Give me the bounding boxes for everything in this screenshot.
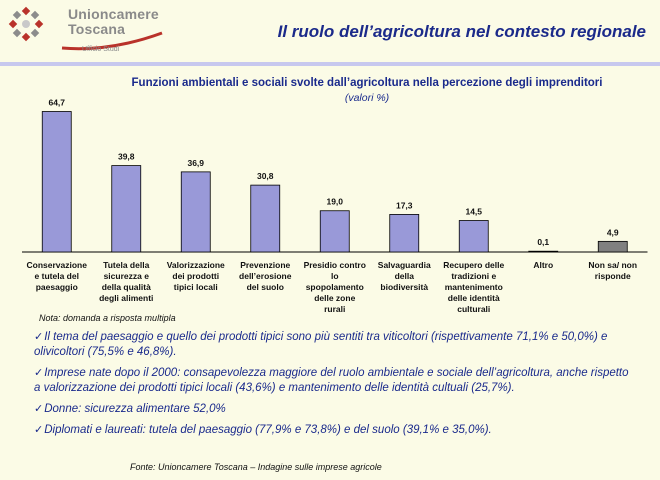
category-label-line: spopolamento: [305, 282, 364, 292]
category-label: Salvaguardia della biodiversità: [366, 260, 442, 293]
data-label: 19,0: [326, 197, 343, 207]
bullet-item: ✓Il tema del paesaggio e quello dei prod…: [34, 330, 634, 360]
data-label: 17,3: [396, 200, 413, 210]
brand-name: Unioncamere Toscana: [68, 7, 159, 37]
data-label: 30,8: [257, 171, 274, 181]
category-label-line: Prevenzione: [240, 260, 291, 270]
category-label-line: della: [394, 271, 414, 281]
bullet-text: Diplomati e laureati: tutela del paesagg…: [44, 424, 492, 436]
unioncamere-logo-icon: [8, 6, 44, 42]
category-label: Recupero delle tradizioni e mantenimento de…: [436, 260, 512, 315]
chart-note: Nota: domanda a risposta multipla: [39, 313, 176, 323]
category-label: Conservazione e tutela del paesaggio: [19, 260, 95, 293]
category-label-line: Altro: [533, 260, 554, 270]
category-label-line: biodiversità: [380, 282, 429, 292]
brand-line-2: Toscana: [68, 21, 126, 37]
category-label-line: tipici locali: [173, 282, 218, 292]
category-label-line: della qualità: [101, 282, 151, 292]
category-label: Presidio contro lo spopolamento delle zone r…: [297, 260, 373, 315]
bullet-item: ✓Donne: sicurezza alimentare 52,0%: [34, 402, 634, 417]
category-label-line: Presidio contro: [303, 260, 366, 270]
title-divider: [0, 62, 660, 66]
check-icon: ✓: [34, 403, 44, 415]
check-icon: ✓: [34, 424, 44, 436]
category-label: Altro: [505, 260, 581, 271]
bar: [41, 111, 72, 253]
bar: [389, 214, 420, 253]
category-label-line: e tutela del: [34, 271, 79, 281]
bar: [180, 171, 211, 253]
bullet-text: Imprese nate dopo il 2000: consapevolezz…: [34, 367, 629, 394]
source-note: Fonte: Unioncamere Toscana – Indagine su…: [130, 462, 382, 472]
check-icon: ✓: [34, 367, 44, 379]
category-label-line: Valorizzazione: [166, 260, 225, 270]
bullet-text: Il tema del paesaggio e quello dei prodo…: [34, 331, 608, 358]
category-label-line: risponde: [594, 271, 631, 281]
bullet-list: ✓Il tema del paesaggio e quello dei prod…: [34, 330, 634, 444]
category-label-line: paesaggio: [35, 282, 78, 292]
bar-chart: 64,7 39,8 36,9 30,8 19,0 17,3 14,5 0,1 4,9: [22, 98, 648, 253]
category-label-line: tradizioni e: [451, 271, 497, 281]
bullet-item: ✓Diplomati e laureati: tutela del paesag…: [34, 423, 634, 438]
category-label-line: Tutela della: [103, 260, 150, 270]
category-label-line: dei prodotti: [172, 271, 220, 281]
bullet-text: Donne: sicurezza alimentare 52,0%: [44, 403, 226, 415]
brand-line-1: Unioncamere: [68, 6, 159, 22]
category-label: Tutela della sicurezza e della qualità degl…: [88, 260, 164, 304]
slide-header: Unioncamere Toscana Ufficio Studi Il ruo…: [0, 0, 660, 64]
data-label: 36,9: [187, 158, 204, 168]
category-label: Valorizzazione dei prodotti tipici locali: [158, 260, 234, 293]
data-label: 0,1: [537, 237, 549, 247]
category-label-line: Conservazione: [26, 260, 87, 270]
category-label-line: mantenimento: [444, 282, 503, 292]
data-label: 4,9: [607, 227, 619, 237]
category-label-line: delle zone: [314, 293, 356, 303]
bar: [319, 210, 350, 253]
category-label: Non sa/ non risponde: [575, 260, 651, 282]
category-label-line: sicurezza e: [103, 271, 149, 281]
data-label: 64,7: [48, 98, 65, 108]
bar: [250, 184, 281, 253]
bar: [528, 250, 559, 253]
category-label-line: Non sa/ non: [588, 260, 638, 270]
check-icon: ✓: [34, 331, 44, 343]
category-label-line: Salvaguardia: [377, 260, 431, 270]
bullet-item: ✓Imprese nate dopo il 2000: consapevolez…: [34, 366, 634, 396]
data-label: 39,8: [118, 152, 135, 162]
category-label-line: delle identità: [447, 293, 500, 303]
category-label-line: Recupero delle: [443, 260, 505, 270]
category-label-line: rurali: [324, 304, 346, 314]
category-label-line: culturali: [457, 304, 491, 314]
brand-subtitle: Ufficio Studi: [82, 46, 120, 53]
chart-title: Funzioni ambientali e sociali svolte dal…: [131, 77, 603, 89]
slide-title: Il ruolo dell’agricoltura nel contesto r…: [277, 22, 646, 41]
category-label-line: del suolo: [246, 282, 284, 292]
data-label: 14,5: [465, 207, 482, 217]
category-label-line: dell’erosione: [239, 271, 292, 281]
bar: [458, 220, 489, 253]
brand-swoosh-icon: [61, 31, 163, 51]
chart-subtitle: (valori %): [344, 92, 390, 104]
bar: [597, 240, 628, 253]
category-label: Prevenzione dell’erosione del suolo: [227, 260, 303, 293]
category-label-line: lo: [330, 271, 339, 281]
bar: [111, 165, 142, 253]
category-label-line: degli alimenti: [99, 293, 154, 303]
